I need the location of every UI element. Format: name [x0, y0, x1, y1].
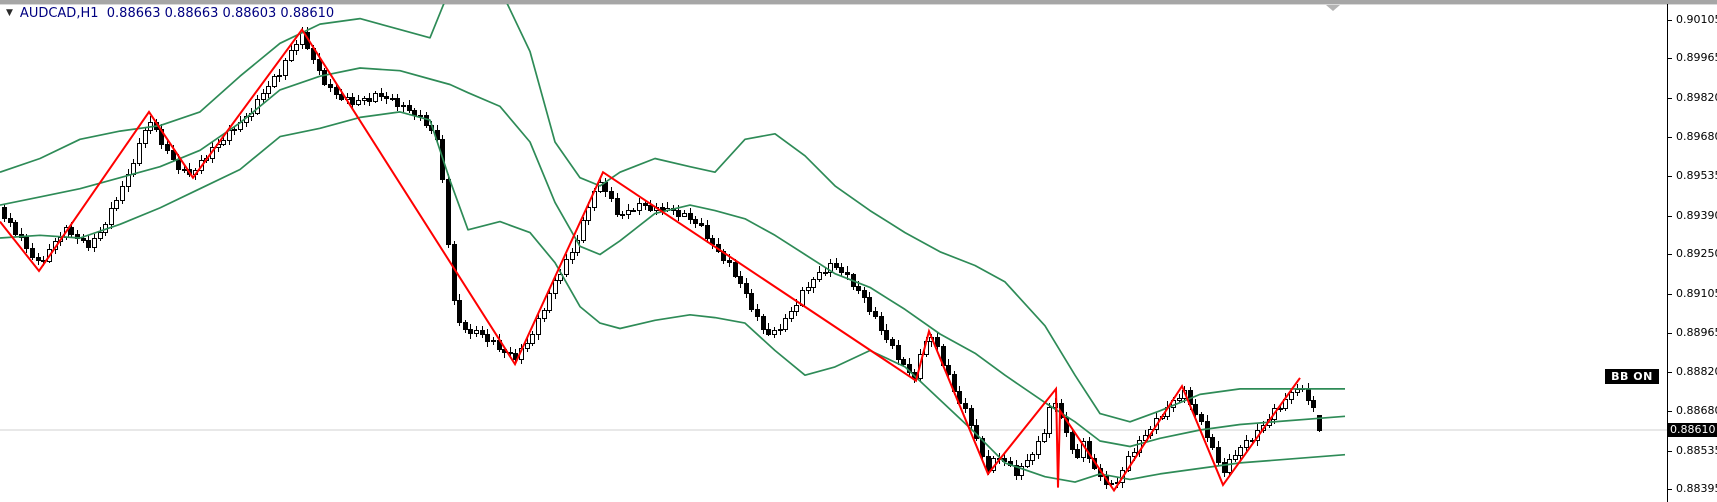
price-axis-label: 0.90105 [1676, 13, 1717, 26]
window-top-border [0, 0, 1717, 5]
price-axis[interactable]: 0.90105 0.89965 0.89820 0.89680 0.89535 0.893… [1668, 0, 1717, 502]
price-axis-label: 0.89390 [1676, 209, 1717, 222]
price-axis-label: 0.89965 [1676, 51, 1717, 64]
price-axis-label: 0.88965 [1676, 326, 1717, 339]
price-axis-label: 0.89535 [1676, 169, 1717, 182]
bb-on-badge[interactable]: BB ON [1605, 369, 1659, 384]
chart-title: ▼ AUDCAD,H1 0.88663 0.88663 0.88603 0.88… [6, 6, 334, 21]
current-price-tag: 0.88610 [1667, 423, 1717, 437]
symbol-dropdown-icon[interactable]: ▼ [6, 8, 13, 18]
plot-area[interactable] [0, 0, 1667, 493]
price-axis-label: 0.88680 [1676, 404, 1717, 417]
price-axis-label: 0.89105 [1676, 287, 1717, 300]
price-axis-label: 0.88535 [1676, 444, 1717, 457]
price-axis-label: 0.88820 [1676, 365, 1717, 378]
chart-shift-marker-icon[interactable] [1326, 5, 1340, 11]
price-axis-label: 0.89680 [1676, 130, 1717, 143]
bollinger-lower-band [0, 111, 1346, 483]
price-axis-label: 0.89820 [1676, 91, 1717, 104]
bollinger-middle-band [0, 67, 1346, 448]
chart-ohlc-text: AUDCAD,H1 0.88663 0.88663 0.88603 0.8861… [19, 6, 335, 21]
zigzag-line [0, 27, 1301, 493]
price-axis-label: 0.88395 [1676, 482, 1717, 495]
price-axis-label: 0.89250 [1676, 247, 1717, 260]
bollinger-upper-band [0, 4, 1345, 423]
